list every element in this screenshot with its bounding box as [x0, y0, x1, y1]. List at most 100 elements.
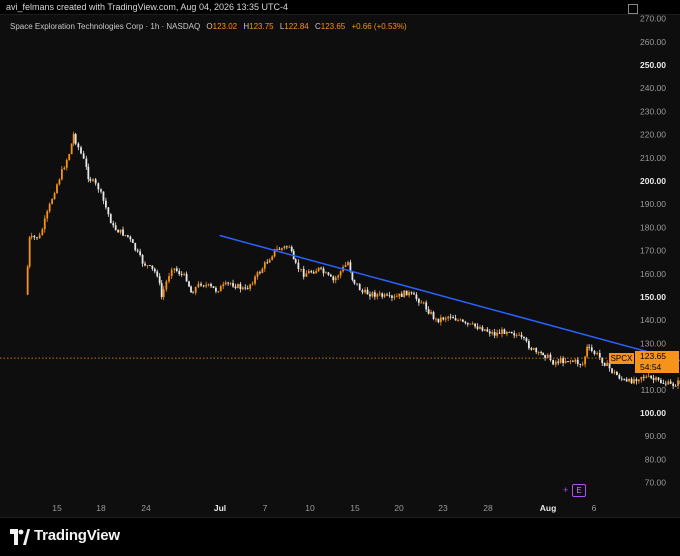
candle-body — [320, 267, 322, 269]
candle-body — [261, 268, 264, 273]
candle-body — [194, 287, 197, 293]
x-tick-label: 10 — [305, 503, 315, 513]
candle-body — [149, 265, 151, 267]
candle-body — [518, 334, 521, 336]
candle-body — [579, 363, 582, 365]
candle-body — [356, 283, 358, 285]
candle-body — [613, 371, 616, 373]
candle-body — [217, 291, 220, 293]
candle-body — [633, 379, 635, 384]
candle-body — [603, 363, 606, 366]
candle-body — [398, 293, 401, 297]
y-tick-label: 210.00 — [640, 153, 666, 163]
y-tick-label: 260.00 — [640, 37, 666, 47]
candle-body — [139, 251, 142, 255]
candle-body — [185, 273, 188, 282]
candle-body — [415, 294, 418, 299]
candle-body — [212, 286, 215, 288]
candle-body — [544, 354, 547, 358]
candle-body — [80, 147, 82, 154]
candle-body — [623, 379, 626, 381]
y-tick-label: 240.00 — [640, 83, 666, 93]
candle-body — [30, 235, 33, 238]
candle-body — [628, 378, 631, 382]
candle-body — [669, 381, 672, 384]
candle-body — [400, 293, 403, 297]
candle-body — [588, 346, 591, 348]
symbol-name: Space Exploration Technologies Corp · 1h… — [10, 22, 201, 31]
candle-body — [469, 323, 472, 325]
candle-body — [391, 295, 393, 298]
candle-body — [60, 169, 63, 180]
candle-body — [630, 378, 633, 384]
y-tick-label: 130.00 — [640, 338, 666, 348]
candle-body — [430, 312, 432, 314]
candle-body — [347, 262, 349, 266]
candle-body — [483, 329, 486, 331]
y-tick-label: 190.00 — [640, 199, 666, 209]
candle-body — [530, 348, 533, 350]
candle-body — [567, 361, 569, 362]
candle-body — [271, 256, 274, 260]
y-tick-label: 220.00 — [640, 130, 666, 140]
earnings-event-badge[interactable]: E — [572, 484, 586, 497]
candle-body — [559, 358, 562, 363]
candle-body — [593, 350, 596, 354]
candle-body — [190, 286, 192, 293]
header-text: avi_felmans created with TradingView.com… — [6, 2, 288, 12]
candle-body — [505, 331, 508, 334]
candle-body — [239, 284, 242, 290]
fullscreen-icon[interactable] — [628, 4, 638, 14]
candle-body — [300, 268, 302, 270]
candle-body — [307, 271, 310, 274]
y-tick-label: 200.00 — [640, 176, 666, 186]
candle-body — [43, 218, 46, 230]
candle-body — [640, 376, 643, 380]
candle-body — [144, 263, 146, 266]
event-plus-icon[interactable]: + — [563, 485, 569, 495]
candle-body — [229, 283, 232, 284]
candle-body — [638, 379, 640, 382]
candle-body — [655, 377, 657, 380]
x-tick-label: 18 — [96, 503, 106, 513]
candle-body — [386, 294, 388, 296]
candle-body — [520, 334, 523, 337]
candle-body — [100, 189, 102, 192]
candle-body — [158, 276, 161, 284]
candle-body — [305, 273, 308, 277]
candle-body — [508, 331, 511, 333]
candle-body — [616, 371, 618, 376]
candle-body — [85, 158, 88, 167]
tradingview-brand: TradingView — [34, 527, 120, 544]
candle-body — [527, 341, 530, 349]
y-tick-label: 170.00 — [640, 246, 666, 256]
candle-body — [425, 302, 428, 310]
candle-body — [439, 317, 442, 323]
header-bar: avi_felmans created with TradingView.com… — [0, 0, 680, 14]
candle-body — [353, 279, 356, 284]
candle-body — [496, 332, 498, 336]
candle-body — [72, 134, 75, 144]
candle-body — [327, 272, 330, 275]
candle-body — [294, 259, 297, 263]
candle-body — [420, 302, 423, 304]
candle-body — [82, 153, 85, 159]
candle-body — [417, 298, 420, 303]
candle-body — [268, 259, 271, 263]
candle-body — [444, 318, 447, 320]
candle-body — [403, 290, 406, 297]
candle-body — [457, 320, 459, 321]
candle-body — [332, 276, 335, 281]
candle-body — [337, 275, 340, 278]
candle-body — [405, 290, 408, 296]
candle-body — [249, 284, 252, 289]
candle-body — [645, 376, 648, 378]
candle-body — [210, 284, 212, 287]
candle-body — [290, 246, 293, 252]
candle-body — [92, 179, 94, 181]
candle-body — [571, 360, 574, 362]
candle-body — [141, 254, 144, 264]
candle-body — [549, 354, 552, 361]
candle-body — [554, 361, 557, 365]
